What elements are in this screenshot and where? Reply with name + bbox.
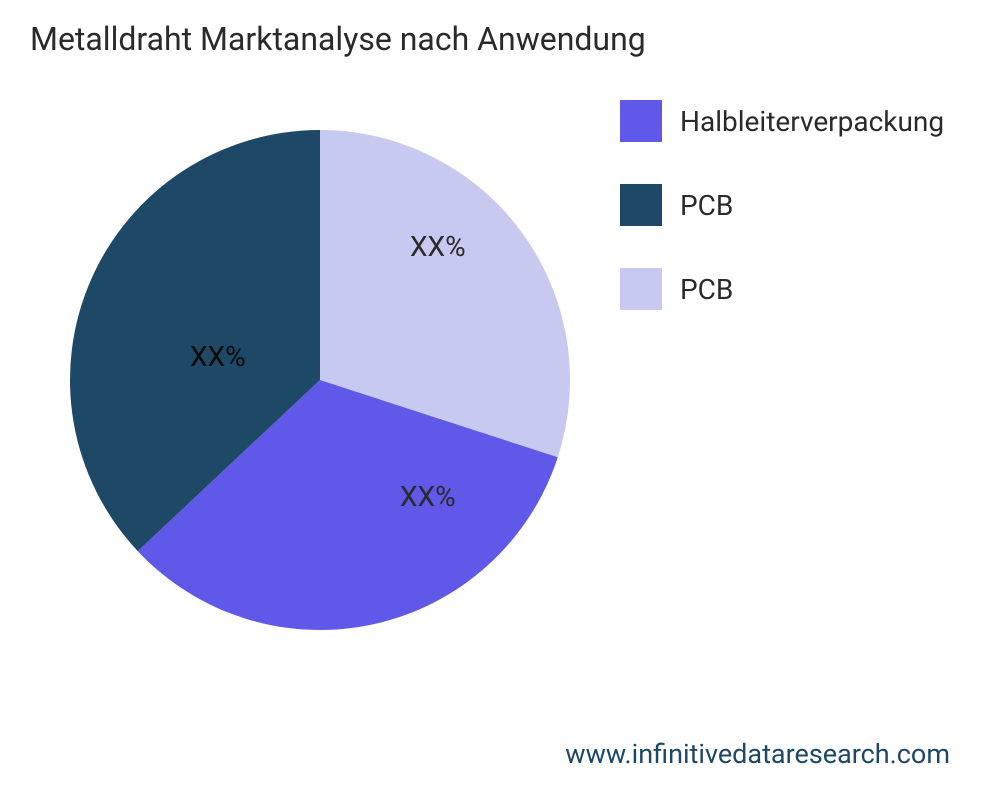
legend-label-2: PCB xyxy=(680,273,733,306)
legend-item-2: PCB xyxy=(620,268,944,310)
legend-swatch-1 xyxy=(620,184,662,226)
legend-label-1: PCB xyxy=(680,189,733,222)
legend-swatch-0 xyxy=(620,100,662,142)
legend-label-0: Halbleiterverpackung xyxy=(680,105,944,138)
pie-svg xyxy=(70,110,570,650)
legend: Halbleiterverpackung PCB PCB xyxy=(620,100,944,310)
legend-item-0: Halbleiterverpackung xyxy=(620,100,944,142)
source-url: www.infinitivedataresearch.com xyxy=(565,738,950,770)
legend-swatch-2 xyxy=(620,268,662,310)
legend-item-1: PCB xyxy=(620,184,944,226)
chart-title: Metalldraht Marktanalyse nach Anwendung xyxy=(30,20,646,58)
pie-chart: XX%XX%XX% xyxy=(70,90,570,640)
